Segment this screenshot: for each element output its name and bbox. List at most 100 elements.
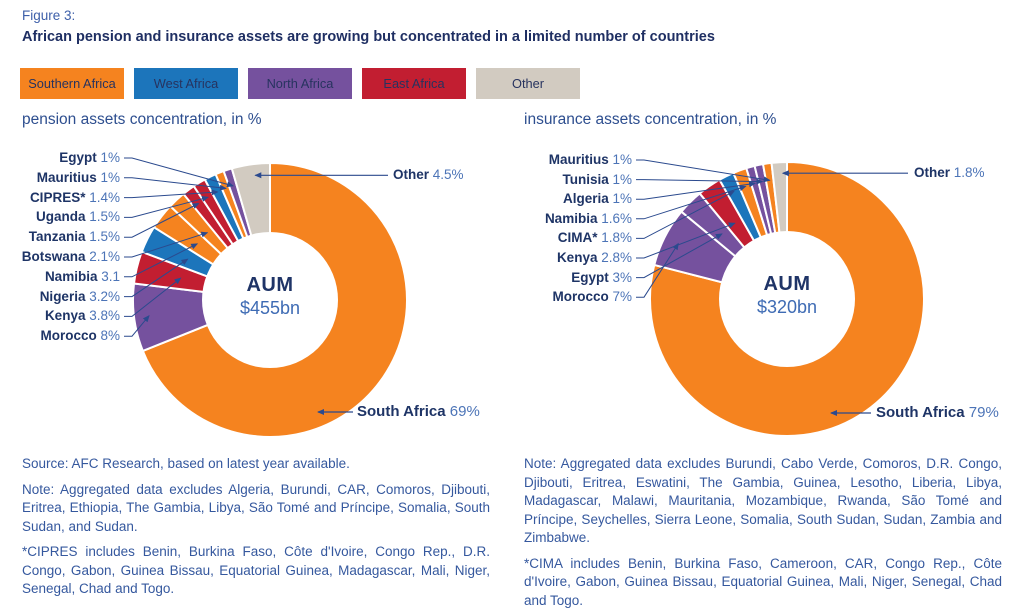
callout-label-tanzania: Tanzania 1.5% [29, 227, 120, 247]
exclusion-note: Note: Aggregated data excludes Algeria, … [22, 481, 490, 534]
callout-country: Egypt [59, 150, 97, 165]
callout-country: Uganda [35, 209, 86, 225]
legend-item-southern-africa: Southern Africa [20, 68, 124, 99]
callout-country: South Africa [357, 403, 446, 420]
callout-label-mauritius: Mauritius 1% [549, 150, 632, 170]
chart-subtitle-insurance: insurance assets concentration, in % [524, 111, 777, 128]
donut-hole [202, 232, 338, 368]
leader-line-egypt [636, 233, 723, 279]
legend-label: West Africa [153, 76, 219, 91]
leader-line-egypt [124, 157, 234, 188]
insurance-chart: insurance assets concentration, in % AUM… [512, 105, 1024, 457]
aum-label: AUM [246, 274, 294, 296]
leader-line-morocco [636, 242, 679, 298]
leader-line-nigeria [124, 258, 189, 298]
callout-label-tunisia: Tunisia 1% [562, 170, 632, 190]
callout-country: Tanzania [28, 229, 86, 245]
callout-label-egypt: Egypt 1% [59, 148, 120, 168]
chart-subtitle-pension: pension assets concentration, in % [22, 111, 262, 128]
leader-line-cima [636, 190, 735, 239]
aum-center-label-pension: AUM $455bn [200, 274, 340, 319]
callout-value: 3.8% [85, 308, 120, 324]
callout-country: Other [914, 165, 951, 181]
other-callout-label: Other 4.5% [393, 165, 464, 185]
callout-country: Tunisia [562, 171, 609, 187]
callout-value: 1.4% [85, 189, 120, 205]
callout-country: Egypt [571, 269, 609, 285]
south-africa-callout-label: South Africa 69% [357, 402, 480, 422]
leader-line-mauritius [124, 177, 227, 191]
callout-value: 1.8% [597, 230, 632, 246]
leader-line-namibia [636, 185, 747, 220]
callout-country: Nigeria [39, 288, 86, 304]
aum-value: $455bn [239, 298, 301, 318]
callout-value: 3.2% [85, 288, 120, 304]
legend-label: East Africa [383, 76, 445, 91]
legend-label: North Africa [266, 76, 334, 91]
callout-country: Morocco [552, 289, 609, 305]
callout-label-egypt: Egypt 3% [571, 268, 632, 288]
notes-insurance: Note: Aggregated data excludes Burundi, … [524, 455, 1002, 615]
callout-label-nigeria: Nigeria 3.2% [40, 287, 120, 307]
callout-value: 7% [608, 289, 632, 305]
callout-value: 2.1% [85, 249, 120, 264]
leader-line-namibia [124, 243, 199, 278]
insurance-donut [636, 159, 925, 437]
callout-country: Other [393, 167, 430, 183]
callout-country: Morocco [40, 328, 97, 344]
callout-value: 1% [608, 191, 632, 207]
callout-value: 8% [96, 328, 120, 344]
callout-country: Algeria [562, 191, 609, 207]
callout-value: 1% [608, 171, 632, 187]
leader-line-kenya [124, 277, 182, 317]
callout-value: 1% [96, 169, 120, 185]
leader-line-tanzania [124, 203, 200, 238]
callout-country: Kenya [44, 308, 86, 324]
callout-label-namibia: Namibia 3.1 [45, 267, 120, 287]
aum-label: AUM [763, 273, 811, 295]
figure-title: African pension and insurance assets are… [22, 29, 715, 45]
callout-country: Mauritius [548, 152, 609, 167]
legend-item-west-africa: West Africa [134, 68, 238, 99]
other-callout-label: Other 1.8% [914, 163, 985, 183]
callout-label-morocco: Morocco 8% [40, 326, 120, 346]
callout-label-morocco: Morocco 7% [552, 287, 632, 307]
leader-line-mauritius [636, 159, 771, 183]
callout-label-cipres: CIPRES* 1.4% [30, 188, 120, 208]
callout-value: 3% [608, 269, 632, 285]
callout-label-namibia: Namibia 1.6% [545, 209, 632, 229]
exclusion-note: Note: Aggregated data excludes Burundi, … [524, 456, 1002, 545]
callout-label-kenya: Kenya 3.8% [45, 306, 120, 326]
callout-country: CIMA* [557, 230, 598, 246]
legend-label: Southern Africa [28, 76, 116, 91]
callout-label-algeria: Algeria 1% [563, 189, 632, 209]
aum-center-label-insurance: AUM $320bn [717, 273, 857, 318]
callout-label-uganda: Uganda 1.5% [36, 207, 120, 227]
legend-item-east-africa: East Africa [362, 68, 466, 99]
leader-line-cipres [124, 189, 219, 199]
leader-line-tunisia [636, 178, 764, 185]
aum-value: $320bn [756, 297, 818, 317]
legend-item-north-africa: North Africa [248, 68, 352, 99]
callout-country: Namibia [544, 210, 598, 226]
callout-country: CIPRES* [29, 189, 86, 205]
callout-country: Mauritius [36, 169, 97, 185]
callout-value: 1.6% [597, 210, 632, 226]
leader-line-botswana [124, 231, 209, 258]
callout-country: Botswana [21, 249, 86, 264]
callout-value: 1% [608, 152, 632, 167]
pension-donut [124, 157, 408, 438]
region-legend: Southern Africa West Africa North Africa… [20, 68, 580, 99]
cipres-note: *CIPRES includes Benin, Burkina Faso, Cô… [22, 544, 490, 596]
leader-line-algeria [636, 181, 756, 200]
callout-country: Kenya [556, 250, 598, 265]
notes-pension: Source: AFC Research, based on latest ye… [22, 455, 490, 606]
legend-item-other: Other [476, 68, 580, 99]
leader-line-morocco [124, 315, 150, 337]
source-note: Source: AFC Research, based on latest ye… [22, 456, 350, 471]
pension-chart: pension assets concentration, in % AUM $… [0, 105, 512, 457]
callout-country: Namibia [44, 268, 98, 284]
callout-value: 1.5% [85, 229, 120, 245]
callout-label-botswana: Botswana 2.1% [22, 247, 120, 267]
